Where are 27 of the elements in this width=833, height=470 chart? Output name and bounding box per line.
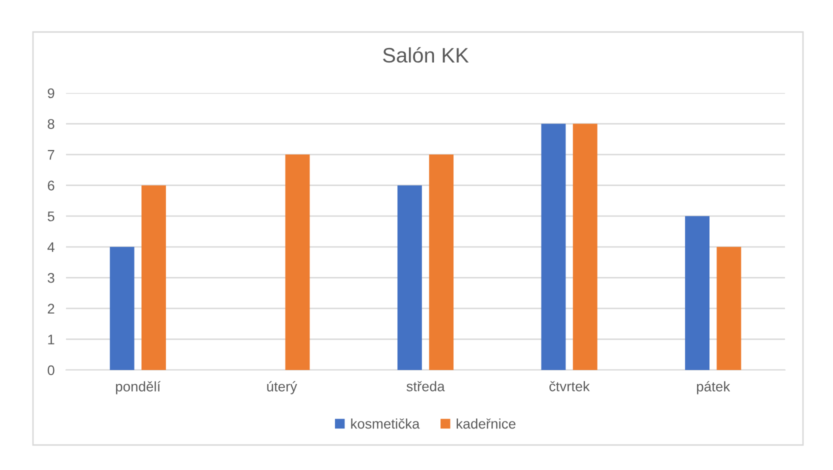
y-tick-label: 4 [47,242,54,252]
bar [110,246,134,370]
bar [141,185,166,370]
y-tick-label: 5 [48,212,54,222]
y-tick-label: 3 [48,273,54,283]
y-tick-label: 7 [48,150,54,160]
bar [397,185,422,370]
bar [541,124,566,370]
legend-label: kosmetička [351,418,420,429]
y-tick-label: 1 [48,334,54,344]
y-tick-label: 0 [48,365,54,376]
x-tick-label: čtvrtek [549,381,590,392]
chart-title: Salón KK [383,47,469,63]
bar [285,154,310,370]
x-tick-label: pondělí [116,381,161,394]
bar [716,246,742,370]
bar [685,216,710,370]
bar [572,124,598,370]
bar [429,154,454,370]
y-tick-label: 9 [48,88,54,98]
y-tick-label: 2 [48,304,54,314]
y-tick-label: 8 [48,119,54,129]
legend-label: kadeřnice [456,418,516,429]
x-tick-label: pátek [697,381,730,394]
x-tick-label: úterý [267,381,298,394]
y-tick-label: 6 [48,180,54,191]
x-tick-label: středa [406,381,445,392]
